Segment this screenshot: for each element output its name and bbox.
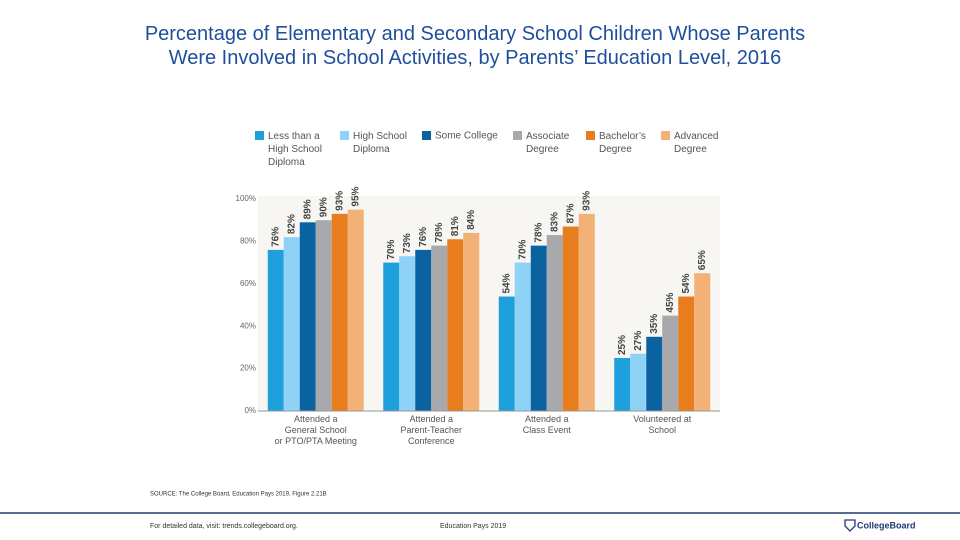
bar: [578, 213, 595, 411]
bar: [463, 232, 480, 411]
value-label: 93%: [334, 191, 345, 211]
value-label: 81%: [450, 216, 461, 236]
legend-swatch: [513, 131, 522, 140]
value-label: 70%: [517, 239, 528, 259]
value-label: 35%: [649, 314, 660, 334]
legend-swatch: [255, 131, 264, 140]
value-label: 54%: [501, 273, 512, 293]
x-tick-label: Attended a Parent-Teacher Conference: [400, 414, 462, 446]
legend-swatch: [422, 131, 431, 140]
bar: [498, 296, 515, 411]
chart-title: Percentage of Elementary and Secondary S…: [145, 23, 805, 69]
value-label: 76%: [270, 227, 281, 247]
value-label: 27%: [633, 331, 644, 351]
bar: [315, 220, 332, 411]
value-label: 73%: [402, 233, 413, 253]
footer-link: For detailed data, visit: trends.college…: [150, 523, 298, 530]
bar: [347, 209, 364, 411]
value-label: 70%: [386, 239, 397, 259]
source-note: SOURCE: The College Board, Education Pay…: [150, 492, 327, 498]
value-label: 89%: [302, 199, 313, 219]
value-label: 84%: [466, 210, 477, 230]
logo-shield: [844, 519, 856, 532]
bar: [530, 245, 547, 411]
bar: [514, 262, 531, 411]
bar: [678, 296, 695, 411]
y-tick-label: 20%: [240, 364, 256, 373]
bar: [630, 353, 647, 411]
value-label: 90%: [318, 197, 329, 217]
value-label: 82%: [286, 214, 297, 234]
x-tick-label: Attended a General School or PTO/PTA Meeti…: [275, 414, 357, 446]
legend-label: Associate Degree: [526, 131, 570, 155]
legend-label: Bachelor’s Degree: [599, 131, 646, 155]
legend-swatch: [340, 131, 349, 140]
bar: [399, 256, 416, 411]
legend-label: High School Diploma: [353, 131, 407, 155]
legend-label: Some College: [435, 131, 498, 142]
bar: [299, 222, 316, 411]
bar: [614, 358, 631, 411]
bar: [646, 336, 663, 411]
bar: [283, 237, 300, 411]
value-label: 87%: [565, 203, 576, 223]
legend-label: Advanced Degree: [674, 131, 718, 155]
value-label: 78%: [434, 223, 445, 243]
bar: [415, 249, 432, 411]
y-tick-label: 0%: [244, 406, 256, 415]
value-label: 76%: [418, 227, 429, 247]
bar: [383, 262, 400, 411]
legend-swatch: [586, 131, 595, 140]
x-tick-label: Attended a Class Event: [523, 414, 572, 435]
y-tick-label: 40%: [240, 321, 256, 330]
y-tick-label: 100%: [236, 194, 256, 203]
x-tick-label: Volunteered at School: [633, 414, 692, 435]
bar: [331, 213, 348, 411]
legend-swatch: [661, 131, 670, 140]
value-label: 54%: [681, 273, 692, 293]
value-label: 25%: [617, 335, 628, 355]
bar: [447, 239, 464, 411]
legend-label: Less than a High School Diploma: [268, 131, 322, 168]
bar: [431, 245, 448, 411]
value-label: 65%: [697, 250, 708, 270]
bar: [694, 273, 711, 411]
bar: [267, 249, 284, 411]
footer-publication: Education Pays 2019: [440, 523, 506, 530]
value-label: 45%: [665, 292, 676, 312]
value-label: 93%: [581, 191, 592, 211]
y-tick-label: 60%: [240, 279, 256, 288]
y-tick-label: 80%: [240, 237, 256, 246]
bar: [662, 315, 679, 411]
value-label: 78%: [533, 223, 544, 243]
logo-text: CollegeBoard: [857, 520, 916, 530]
bar: [546, 235, 563, 411]
value-label: 83%: [549, 212, 560, 232]
value-label: 95%: [350, 186, 361, 206]
bar: [562, 226, 579, 411]
